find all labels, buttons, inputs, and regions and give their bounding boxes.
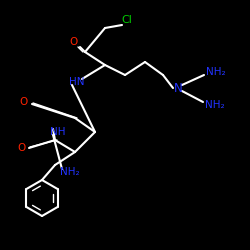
Text: NH: NH	[50, 127, 66, 137]
Text: O: O	[17, 143, 25, 153]
Text: NH₂: NH₂	[205, 100, 225, 110]
Text: HN: HN	[69, 77, 85, 87]
Text: O: O	[20, 97, 28, 107]
Text: O: O	[70, 37, 78, 47]
Text: Cl: Cl	[122, 15, 132, 25]
Text: NH₂: NH₂	[60, 167, 80, 177]
Text: NH₂: NH₂	[206, 67, 226, 77]
Text: N: N	[174, 82, 182, 94]
